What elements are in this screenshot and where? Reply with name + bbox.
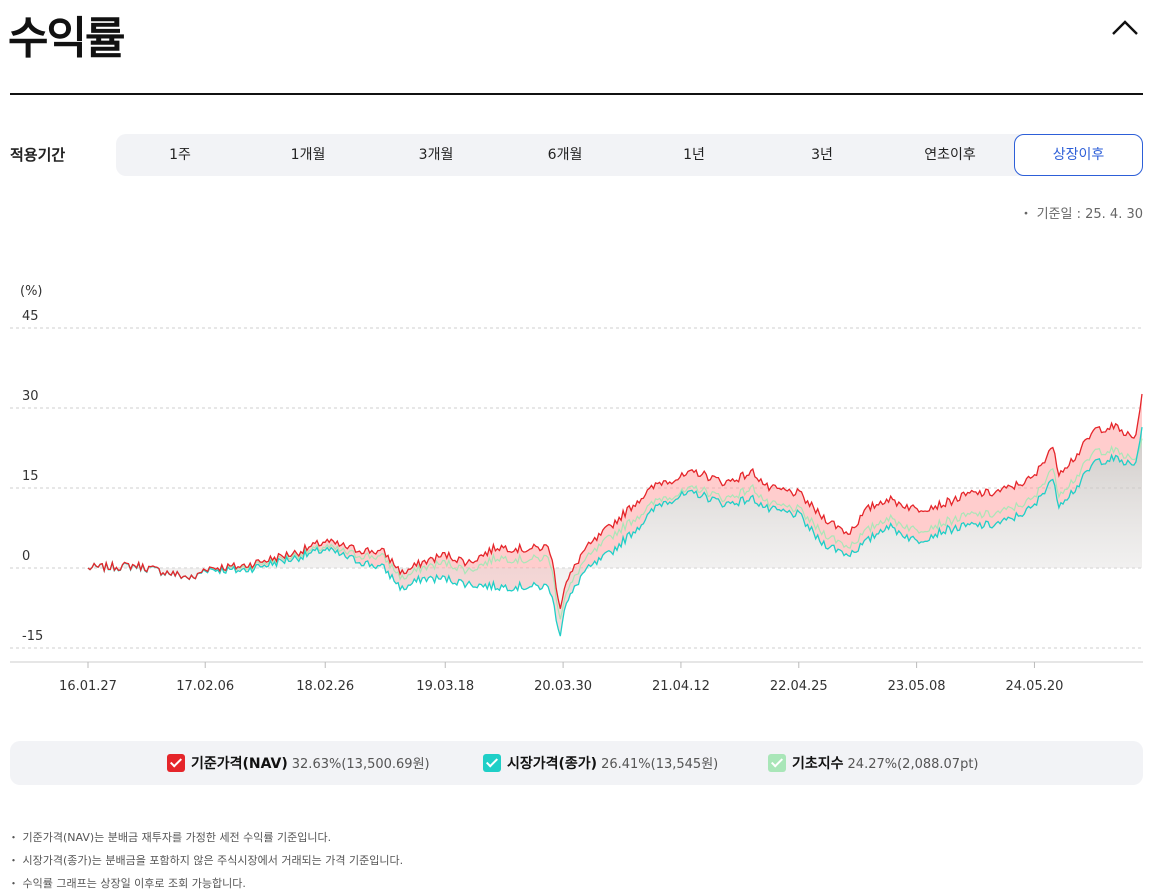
series-line-index bbox=[87, 438, 1143, 620]
x-tick-label: 23.05.08 bbox=[888, 679, 946, 694]
period-label: 적용기간 bbox=[10, 146, 66, 164]
footnote: ・ 시장가격(종가)는 분배금을 포함하지 않은 주식시장에서 거래되는 가격 … bbox=[8, 854, 404, 867]
x-tick-label: 16.01.27 bbox=[59, 679, 117, 694]
y-unit-label: (%) bbox=[20, 284, 43, 299]
legend-market[interactable]: 시장가격(종가) 26.41%(13,545원) bbox=[483, 753, 718, 773]
checkbox-icon[interactable] bbox=[167, 754, 185, 772]
y-tick-label: 0 bbox=[22, 549, 30, 564]
legend-value: 24.27%(2,088.07pt) bbox=[847, 757, 979, 772]
footnote: ・ 기준가격(NAV)는 분배금 재투자를 가정한 세전 수익률 기준입니다. bbox=[8, 831, 332, 844]
x-tick-label: 17.02.06 bbox=[176, 679, 234, 694]
legend-value: 32.63%(13,500.69원) bbox=[291, 757, 430, 772]
x-tick-label: 19.03.18 bbox=[416, 679, 474, 694]
tab-1m[interactable]: 1개월 bbox=[290, 147, 326, 163]
tab-3m[interactable]: 3개월 bbox=[418, 147, 454, 163]
tab-3y[interactable]: 3년 bbox=[811, 147, 833, 163]
legend-name: 기초지수 bbox=[792, 756, 844, 772]
tab-1y[interactable]: 1년 bbox=[683, 147, 705, 163]
header-divider bbox=[10, 93, 1143, 95]
series-line-market bbox=[87, 427, 1143, 637]
y-tick-label: 45 bbox=[22, 309, 39, 324]
x-tick-label: 24.05.20 bbox=[1006, 679, 1064, 694]
tab-1w[interactable]: 1주 bbox=[169, 147, 191, 163]
x-tick-label: 18.02.26 bbox=[296, 679, 354, 694]
chart-legend: 기준가격(NAV) 32.63%(13,500.69원) 시장가격(종가) 26.4… bbox=[10, 741, 1143, 785]
period-tabs: 1주 1개월 3개월 6개월 1년 3년 연초이후 상장이후 bbox=[116, 134, 1143, 176]
base-date: ・ 기준일 : 25. 4. 30 bbox=[1019, 207, 1143, 222]
nav-spread-area bbox=[88, 394, 1142, 637]
tab-6m[interactable]: 6개월 bbox=[547, 147, 583, 163]
tab-ytd[interactable]: 연초이후 bbox=[924, 147, 976, 163]
return-chart: 45 30 15 0 -15 16.01.27 17.02.06 18.02.26 19.03… bbox=[10, 284, 1143, 694]
x-tick-label: 21.04.12 bbox=[652, 679, 710, 694]
y-tick-label: -15 bbox=[22, 629, 43, 644]
x-tick-label: 20.03.30 bbox=[534, 679, 592, 694]
footnote: ・ 수익률 그래프는 상장일 이후로 조회 가능합니다. bbox=[8, 877, 246, 890]
legend-value: 26.41%(13,545원) bbox=[601, 757, 719, 772]
x-tick-label: 22.04.25 bbox=[770, 679, 828, 694]
legend-name: 기준가격(NAV) bbox=[191, 756, 288, 772]
tab-since-listing[interactable]: 상장이후 bbox=[1014, 134, 1143, 176]
legend-nav[interactable]: 기준가격(NAV) 32.63%(13,500.69원) bbox=[167, 753, 430, 773]
checkbox-icon[interactable] bbox=[768, 754, 786, 772]
footnotes: ・ 기준가격(NAV)는 분배금 재투자를 가정한 세전 수익률 기준입니다. … bbox=[8, 826, 403, 893]
chevron-up-icon[interactable] bbox=[1108, 12, 1142, 42]
checkbox-icon[interactable] bbox=[483, 754, 501, 772]
legend-index[interactable]: 기초지수 24.27%(2,088.07pt) bbox=[768, 753, 978, 773]
page-title: 수익률 bbox=[8, 13, 125, 64]
y-tick-label: 30 bbox=[22, 389, 39, 404]
legend-name: 시장가격(종가) bbox=[507, 756, 598, 772]
y-tick-label: 15 bbox=[22, 469, 39, 484]
series-line-nav bbox=[87, 393, 1143, 609]
